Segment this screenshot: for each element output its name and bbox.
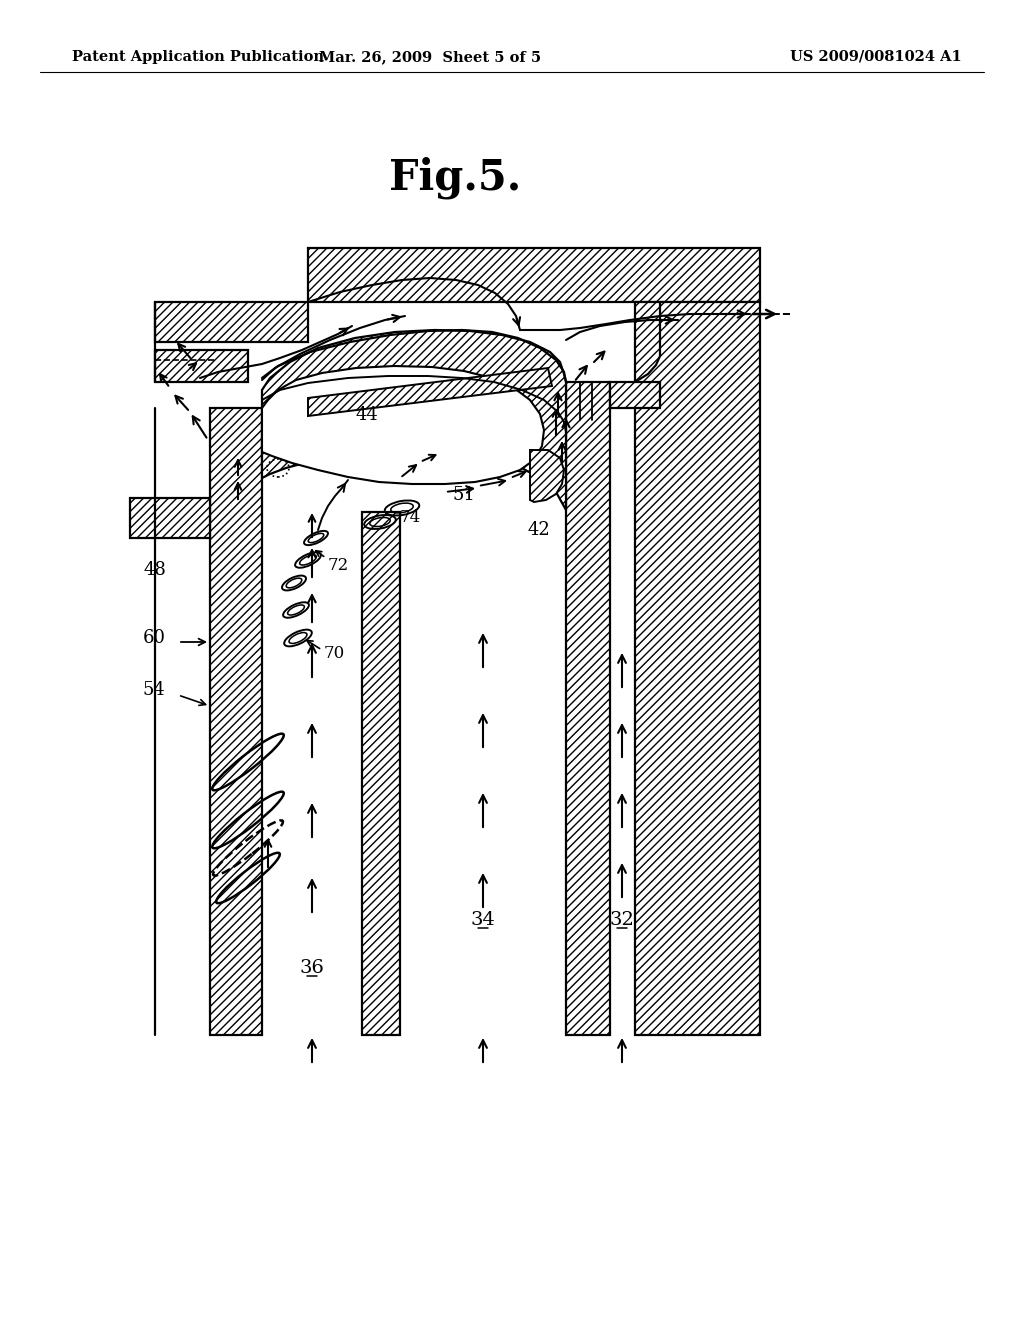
- Polygon shape: [362, 512, 400, 1035]
- Polygon shape: [530, 450, 564, 502]
- Text: 70: 70: [324, 645, 345, 663]
- Polygon shape: [635, 302, 760, 1035]
- Text: 51: 51: [452, 486, 475, 504]
- Text: 36: 36: [300, 960, 325, 977]
- Polygon shape: [210, 408, 262, 1035]
- Text: US 2009/0081024 A1: US 2009/0081024 A1: [790, 50, 962, 63]
- Text: 74: 74: [400, 510, 421, 527]
- Polygon shape: [262, 330, 566, 510]
- Text: 54: 54: [143, 681, 166, 700]
- Polygon shape: [308, 248, 760, 302]
- Text: 48: 48: [143, 561, 166, 579]
- Polygon shape: [262, 366, 544, 484]
- Text: Patent Application Publication: Patent Application Publication: [72, 50, 324, 63]
- Text: 34: 34: [471, 911, 496, 929]
- Polygon shape: [566, 381, 610, 1035]
- Text: 42: 42: [528, 521, 551, 539]
- Polygon shape: [155, 350, 248, 381]
- Text: 32: 32: [609, 911, 635, 929]
- Text: 72: 72: [328, 557, 349, 573]
- Polygon shape: [308, 368, 552, 416]
- Text: Mar. 26, 2009  Sheet 5 of 5: Mar. 26, 2009 Sheet 5 of 5: [318, 50, 541, 63]
- Text: 60: 60: [143, 630, 166, 647]
- Polygon shape: [155, 302, 308, 342]
- Polygon shape: [130, 498, 210, 539]
- Text: Fig.5.: Fig.5.: [389, 157, 521, 199]
- Text: 44: 44: [355, 407, 378, 424]
- Polygon shape: [610, 381, 660, 408]
